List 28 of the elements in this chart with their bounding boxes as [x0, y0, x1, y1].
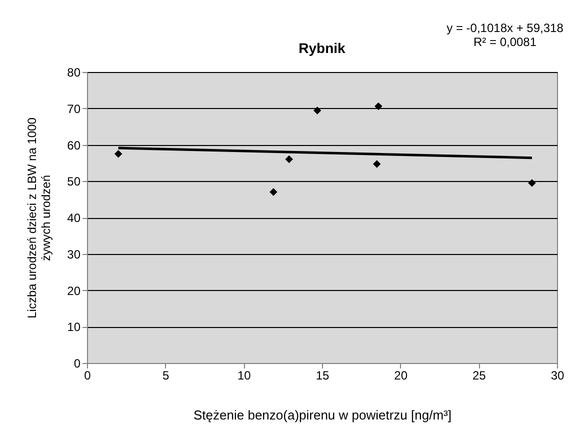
y-tick-label: 40 — [67, 211, 81, 225]
point — [270, 188, 278, 196]
point — [313, 106, 322, 114]
x-tick-label: 10 — [237, 368, 252, 382]
y-tick-label: 80 — [67, 66, 81, 80]
y-axis-title: Liczba urodzeń dzieci z LBW na 1000 żywych urodzeń — [25, 117, 54, 318]
point — [114, 150, 122, 158]
y-tick-label: 70 — [67, 102, 81, 116]
y-tick-label: 10 — [67, 320, 81, 334]
x-tick-label: 15 — [316, 368, 330, 382]
y-tick-label: 30 — [67, 247, 81, 262]
point — [528, 179, 536, 187]
x-tick-label: 30 — [550, 368, 564, 382]
y-tick-label: 0 — [74, 356, 81, 370]
y-tick-label: 60 — [67, 138, 81, 152]
y-tick-label: 20 — [67, 284, 81, 298]
x-axis-title: Stężenie benzo(a)pirenu w powietrzu [ng/m³] — [194, 408, 452, 422]
x-tick-label: 25 — [472, 368, 486, 382]
y-tick-label: 50 — [67, 174, 81, 189]
chart-title: Rybnik — [298, 40, 346, 56]
x-tick-label: 5 — [162, 368, 170, 382]
text: R² = 0,0081 — [473, 35, 537, 49]
x-tick-label: 20 — [394, 368, 408, 382]
point — [374, 102, 382, 110]
point — [285, 155, 293, 164]
point — [372, 160, 381, 168]
text: y = -0,1018x + 59,318 — [446, 21, 564, 35]
x-tick-label: 0 — [84, 368, 92, 382]
